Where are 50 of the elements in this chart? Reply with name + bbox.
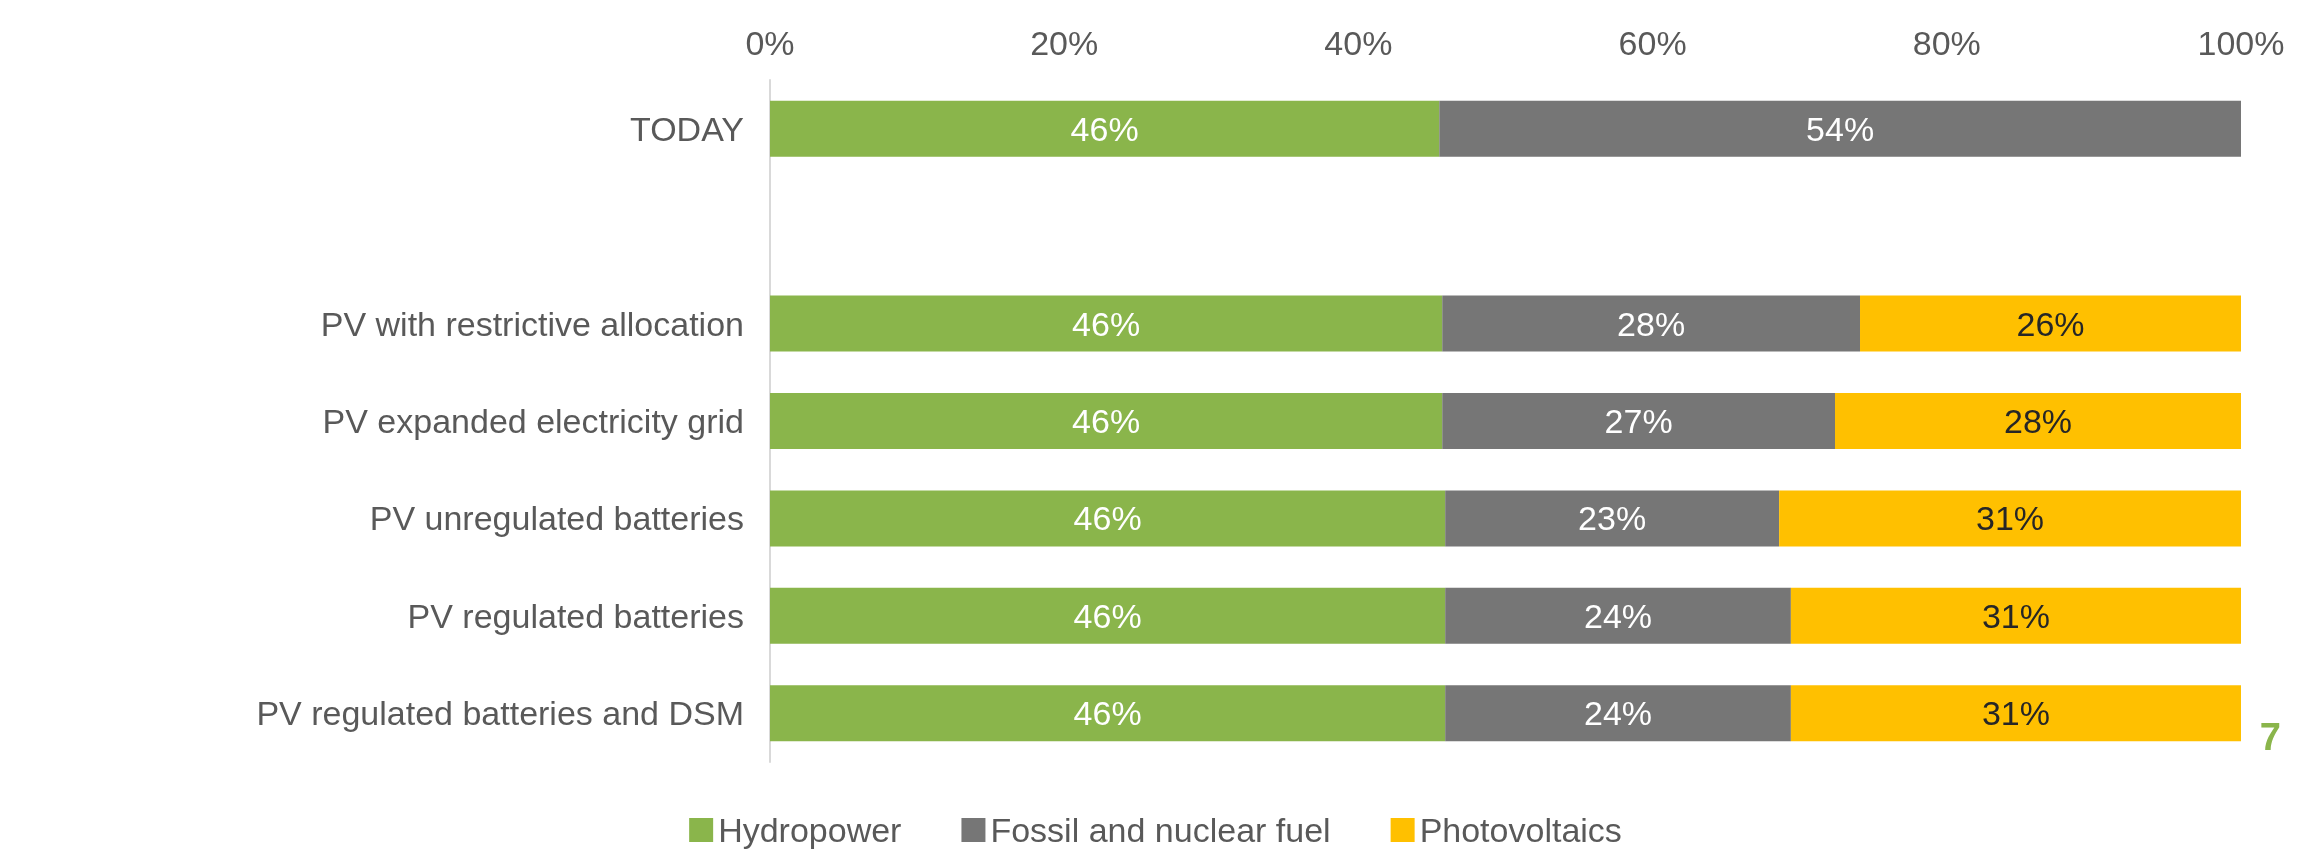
data-label: 31%: [1976, 499, 2045, 538]
y-tick-label: PV with restrictive allocation: [320, 304, 744, 343]
bar: [770, 295, 1443, 352]
data-label: 31%: [1981, 694, 2050, 733]
bar: [1439, 100, 2241, 157]
data-label: 46%: [1070, 109, 1139, 148]
legend-label: Fossil and nuclear fuel: [990, 811, 1331, 849]
data-label: 24%: [1584, 694, 1653, 733]
data-label: 27%: [1604, 402, 1673, 440]
y-tick-label: PV unregulated batteries: [369, 499, 744, 538]
data-label: 28%: [1617, 304, 1686, 343]
x-tick-label: 60%: [1618, 24, 1687, 62]
legend-label: Photovoltaics: [1419, 811, 1622, 849]
bar: [1835, 393, 2241, 449]
bar: [1445, 587, 1791, 644]
bar: [1860, 295, 2241, 352]
data-label: 24%: [1584, 596, 1653, 635]
data-label: 46%: [1073, 596, 1142, 635]
legend-label: Hydropower: [718, 811, 902, 849]
x-tick-label: 20%: [1030, 24, 1099, 62]
bar: [1445, 685, 1791, 742]
data-label: 46%: [1072, 304, 1141, 343]
x-tick-label: 40%: [1324, 24, 1393, 62]
text: 7: [2259, 716, 2282, 758]
bar: [1790, 685, 2241, 742]
data-label: 54%: [1806, 109, 1875, 148]
y-tick-label: PV expanded electricity grid: [322, 402, 744, 440]
data-label: 26%: [2016, 304, 2085, 343]
y-tick-label: PV regulated batteries: [407, 596, 744, 635]
bar: [1790, 587, 2241, 644]
y-tick-label: TODAY: [630, 109, 744, 148]
x-tick-label: 100%: [2197, 24, 2285, 62]
bar: [770, 587, 1446, 644]
x-tick-label: 0%: [745, 24, 795, 62]
data-label: 23%: [1578, 499, 1647, 538]
data-label: 46%: [1073, 499, 1142, 538]
bar: [770, 490, 1446, 547]
data-label: 28%: [2003, 402, 2073, 440]
bar: [1779, 490, 2241, 547]
data-label: 46%: [1072, 402, 1141, 440]
bar: [1442, 393, 1835, 449]
bar: [1442, 295, 1861, 352]
bar: [770, 393, 1443, 449]
y-tick-label: PV regulated batteries and DSM: [256, 694, 744, 733]
bar: [1445, 490, 1780, 547]
bar: [770, 100, 1440, 157]
data-label: 31%: [1981, 596, 2050, 635]
bar: [770, 685, 1446, 742]
data-label: 46%: [1073, 694, 1142, 733]
x-tick-label: 80%: [1912, 24, 1981, 62]
